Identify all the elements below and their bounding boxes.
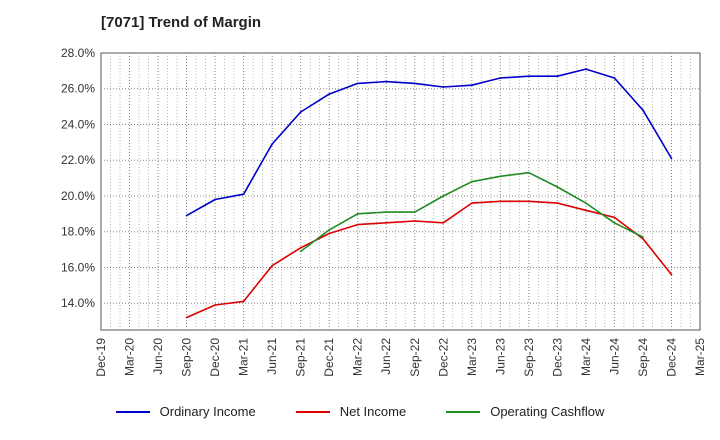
data-point-operating-cashflow xyxy=(642,236,644,238)
x-tick-label: Jun-21 xyxy=(265,338,279,375)
data-point-ordinary-income xyxy=(499,77,502,79)
x-tick-label: Mar-20 xyxy=(123,338,137,376)
x-tick-label: Mar-21 xyxy=(237,338,251,376)
x-tick-label: Sep-20 xyxy=(180,338,194,377)
data-point-operating-cashflow xyxy=(470,180,473,183)
data-point-ordinary-income xyxy=(642,109,644,112)
data-point-ordinary-income xyxy=(556,75,559,78)
chart-title: [7071] Trend of Margin xyxy=(101,14,262,31)
x-tick-label: Dec-22 xyxy=(436,338,450,377)
legend-swatch-operating-cashflow xyxy=(446,410,481,413)
x-tick-label: Mar-22 xyxy=(351,338,365,376)
data-point-ordinary-income xyxy=(271,143,274,146)
x-tick-label: Dec-19 xyxy=(94,338,108,377)
data-point-net-income xyxy=(356,223,359,226)
data-point-operating-cashflow xyxy=(527,171,530,174)
data-point-ordinary-income xyxy=(214,198,216,201)
y-tick-label: 16.0% xyxy=(61,260,95,274)
data-point-net-income xyxy=(499,200,502,203)
data-point-ordinary-income xyxy=(527,75,530,78)
y-tick-label: 20.0% xyxy=(61,189,95,203)
x-tick-label: Dec-20 xyxy=(208,338,222,377)
data-point-ordinary-income xyxy=(356,82,359,85)
y-tick-label: 14.0% xyxy=(61,296,95,310)
data-point-ordinary-income xyxy=(413,82,416,85)
data-point-net-income xyxy=(556,202,559,205)
data-point-net-income xyxy=(271,264,274,267)
x-tick-label: Sep-21 xyxy=(294,338,308,377)
y-tick-label: 18.0% xyxy=(61,225,95,239)
data-point-net-income xyxy=(413,220,416,222)
legend-item-operating-cashflow: Operating Cashflow xyxy=(446,404,604,419)
data-point-operating-cashflow xyxy=(585,202,587,205)
legend-swatch-ordinary-income xyxy=(115,410,150,413)
x-tick-label: Mar-23 xyxy=(465,338,479,376)
data-point-ordinary-income xyxy=(670,157,673,160)
data-point-net-income xyxy=(442,221,445,224)
legend-label-net-income: Net Income xyxy=(339,404,407,419)
data-point-ordinary-income xyxy=(328,93,331,96)
y-tick-label: 26.0% xyxy=(61,82,95,96)
data-point-ordinary-income xyxy=(585,68,587,70)
data-point-net-income xyxy=(385,221,388,224)
y-tick-label: 28.0% xyxy=(61,46,95,60)
data-point-operating-cashflow xyxy=(385,211,388,213)
x-tick-label: Jun-20 xyxy=(151,338,165,375)
x-tick-label: Dec-21 xyxy=(322,338,336,377)
y-tick-label: 24.0% xyxy=(61,117,95,131)
series-line-net-income xyxy=(186,200,673,319)
legend-swatch-net-income xyxy=(295,410,330,413)
x-tick-label: Jun-23 xyxy=(493,338,507,375)
x-tick-label: Mar-25 xyxy=(693,338,707,376)
legend-label-ordinary-income: Ordinary Income xyxy=(159,404,256,419)
data-point-operating-cashflow xyxy=(499,175,502,178)
legend-label-operating-cashflow: Operating Cashflow xyxy=(490,404,605,419)
data-point-ordinary-income xyxy=(613,77,616,79)
chart-legend: Ordinary Income Net Income Operating Cas… xyxy=(0,404,720,419)
legend-item-net-income: Net Income xyxy=(295,404,407,419)
x-tick-label: Dec-24 xyxy=(664,338,678,377)
y-tick-label: 22.0% xyxy=(61,153,95,167)
data-point-net-income xyxy=(527,200,530,203)
plot-area xyxy=(100,52,701,331)
data-point-net-income xyxy=(299,246,302,249)
x-tick-label: Sep-24 xyxy=(636,338,650,377)
data-point-operating-cashflow xyxy=(442,195,445,197)
x-tick-label: Jun-22 xyxy=(379,338,393,375)
data-point-operating-cashflow xyxy=(299,250,302,253)
x-tick-label: Sep-22 xyxy=(408,338,422,377)
data-point-net-income xyxy=(585,209,587,212)
data-point-net-income xyxy=(642,237,644,240)
data-point-operating-cashflow xyxy=(613,221,616,224)
legend-item-ordinary-income: Ordinary Income xyxy=(115,404,256,419)
data-point-net-income xyxy=(670,273,673,276)
data-point-ordinary-income xyxy=(470,84,473,87)
data-point-net-income xyxy=(242,300,245,303)
data-point-ordinary-income xyxy=(185,214,188,217)
data-point-net-income xyxy=(328,232,331,235)
x-tick-label: Jun-24 xyxy=(607,338,621,375)
data-point-ordinary-income xyxy=(242,193,245,196)
data-point-ordinary-income xyxy=(442,86,445,88)
series-line-ordinary-income xyxy=(186,68,673,217)
data-point-net-income xyxy=(613,216,616,219)
data-point-net-income xyxy=(470,202,473,205)
x-tick-label: Mar-24 xyxy=(579,338,593,376)
data-point-ordinary-income xyxy=(299,111,302,113)
data-point-ordinary-income xyxy=(385,80,388,83)
data-point-operating-cashflow xyxy=(556,186,559,188)
x-tick-label: Dec-23 xyxy=(550,338,564,377)
data-point-net-income xyxy=(185,316,188,319)
x-tick-label: Sep-23 xyxy=(522,338,536,377)
data-point-net-income xyxy=(214,304,216,306)
data-point-operating-cashflow xyxy=(328,229,331,231)
data-point-operating-cashflow xyxy=(413,211,416,213)
data-point-operating-cashflow xyxy=(356,212,359,215)
